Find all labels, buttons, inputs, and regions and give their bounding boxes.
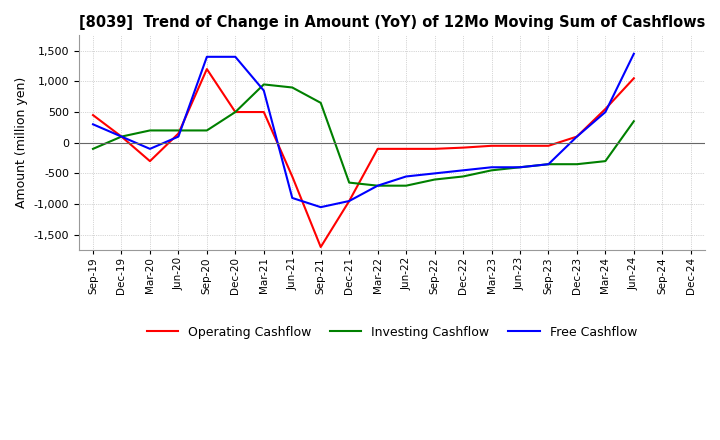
- Free Cashflow: [259, 88, 268, 93]
- Free Cashflow: [345, 198, 354, 204]
- Free Cashflow: [431, 171, 439, 176]
- Operating Cashflow: [402, 146, 410, 151]
- Legend: Operating Cashflow, Investing Cashflow, Free Cashflow: Operating Cashflow, Investing Cashflow, …: [142, 321, 642, 344]
- Free Cashflow: [145, 146, 154, 151]
- Free Cashflow: [572, 134, 581, 139]
- Investing Cashflow: [516, 165, 524, 170]
- Operating Cashflow: [202, 66, 211, 72]
- Investing Cashflow: [288, 85, 297, 90]
- Title: [8039]  Trend of Change in Amount (YoY) of 12Mo Moving Sum of Cashflows: [8039] Trend of Change in Amount (YoY) o…: [78, 15, 705, 30]
- Y-axis label: Amount (million yen): Amount (million yen): [15, 77, 28, 209]
- Operating Cashflow: [345, 198, 354, 204]
- Free Cashflow: [288, 195, 297, 201]
- Operating Cashflow: [374, 146, 382, 151]
- Operating Cashflow: [629, 76, 638, 81]
- Investing Cashflow: [544, 161, 553, 167]
- Investing Cashflow: [459, 174, 467, 179]
- Investing Cashflow: [117, 134, 126, 139]
- Operating Cashflow: [601, 106, 610, 112]
- Free Cashflow: [202, 54, 211, 59]
- Investing Cashflow: [572, 161, 581, 167]
- Operating Cashflow: [117, 134, 126, 139]
- Line: Operating Cashflow: Operating Cashflow: [93, 69, 634, 247]
- Investing Cashflow: [145, 128, 154, 133]
- Free Cashflow: [487, 165, 496, 170]
- Operating Cashflow: [145, 158, 154, 164]
- Investing Cashflow: [374, 183, 382, 188]
- Free Cashflow: [231, 54, 240, 59]
- Operating Cashflow: [544, 143, 553, 148]
- Operating Cashflow: [459, 145, 467, 150]
- Investing Cashflow: [202, 128, 211, 133]
- Operating Cashflow: [487, 143, 496, 148]
- Free Cashflow: [316, 205, 325, 210]
- Operating Cashflow: [431, 146, 439, 151]
- Line: Investing Cashflow: Investing Cashflow: [93, 84, 634, 186]
- Investing Cashflow: [259, 82, 268, 87]
- Operating Cashflow: [231, 110, 240, 115]
- Investing Cashflow: [431, 177, 439, 182]
- Operating Cashflow: [572, 134, 581, 139]
- Investing Cashflow: [402, 183, 410, 188]
- Free Cashflow: [459, 168, 467, 173]
- Investing Cashflow: [316, 100, 325, 106]
- Investing Cashflow: [89, 146, 97, 151]
- Investing Cashflow: [174, 128, 183, 133]
- Free Cashflow: [629, 51, 638, 56]
- Free Cashflow: [374, 183, 382, 188]
- Investing Cashflow: [487, 168, 496, 173]
- Operating Cashflow: [516, 143, 524, 148]
- Free Cashflow: [544, 161, 553, 167]
- Free Cashflow: [117, 134, 126, 139]
- Operating Cashflow: [174, 131, 183, 136]
- Free Cashflow: [516, 165, 524, 170]
- Free Cashflow: [174, 134, 183, 139]
- Operating Cashflow: [259, 110, 268, 115]
- Free Cashflow: [402, 174, 410, 179]
- Operating Cashflow: [288, 174, 297, 179]
- Operating Cashflow: [316, 244, 325, 249]
- Line: Free Cashflow: Free Cashflow: [93, 54, 634, 207]
- Free Cashflow: [89, 122, 97, 127]
- Operating Cashflow: [89, 113, 97, 118]
- Investing Cashflow: [629, 119, 638, 124]
- Free Cashflow: [601, 110, 610, 115]
- Investing Cashflow: [345, 180, 354, 185]
- Investing Cashflow: [601, 158, 610, 164]
- Investing Cashflow: [231, 110, 240, 115]
